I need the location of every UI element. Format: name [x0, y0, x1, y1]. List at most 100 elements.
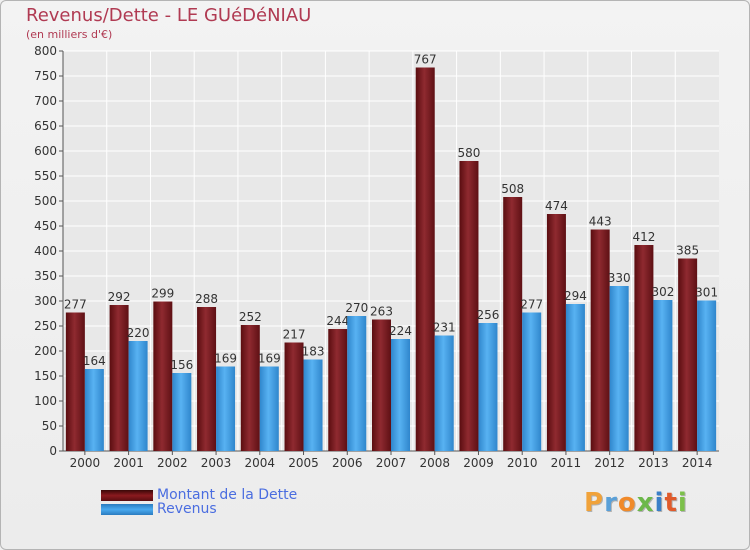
x-tick-label: 2010 [507, 456, 538, 470]
bar-revenue [653, 300, 673, 451]
x-tick-label: 2002 [157, 456, 188, 470]
x-tick-label: 2013 [638, 456, 669, 470]
bar-debt [678, 258, 698, 451]
bar-revenue [434, 335, 454, 451]
y-tick-label: 650 [34, 119, 57, 133]
data-label-debt: 288 [195, 292, 218, 306]
x-tick-label: 2014 [682, 456, 713, 470]
bar-debt [109, 305, 129, 451]
legend-swatch-revenue [101, 503, 153, 515]
bar-debt [415, 67, 435, 451]
data-label-debt: 217 [283, 328, 306, 342]
bar-debt [197, 307, 217, 451]
bar-debt [284, 342, 304, 451]
y-tick-label: 800 [34, 44, 57, 58]
legend-item-debt: Montant de la Dette [101, 487, 297, 503]
bar-revenue [172, 373, 192, 451]
y-tick-label: 250 [34, 319, 57, 333]
data-label-debt: 580 [458, 146, 481, 160]
data-label-debt: 292 [108, 290, 131, 304]
x-tick-label: 2000 [70, 456, 101, 470]
y-tick-label: 200 [34, 344, 57, 358]
data-label-revenue: 256 [477, 308, 500, 322]
logo-letter: o [617, 488, 637, 518]
data-label-revenue: 164 [83, 354, 106, 368]
chart-title: Revenus/Dette - LE GUéDéNIAU [26, 5, 312, 26]
bar-debt [546, 214, 566, 451]
bar-debt [590, 229, 610, 451]
data-label-revenue: 224 [389, 324, 412, 338]
bar-debt [153, 301, 173, 451]
y-tick-label: 700 [34, 94, 57, 108]
y-tick-label: 450 [34, 219, 57, 233]
data-label-revenue: 302 [651, 285, 674, 299]
chart-subtitle: (en milliers d'€) [26, 28, 113, 41]
bar-revenue [303, 359, 323, 451]
bar-debt [372, 319, 391, 451]
x-tick-label: 2005 [288, 456, 319, 470]
data-label-debt: 385 [676, 244, 699, 258]
legend-label-debt: Montant de la Dette [157, 487, 298, 503]
data-label-revenue: 294 [564, 289, 587, 303]
bar-debt [328, 329, 348, 451]
legend-swatch-debt [101, 489, 153, 501]
bar-revenue [609, 286, 629, 451]
logo-letter: r [604, 488, 618, 518]
bar-revenue [478, 323, 498, 451]
y-tick-label: 400 [34, 244, 57, 258]
legend-label-revenue: Revenus [157, 501, 217, 517]
data-label-revenue: 183 [302, 345, 325, 359]
logo-letter: x [636, 488, 655, 518]
data-label-debt: 767 [414, 53, 437, 67]
data-label-debt: 263 [370, 305, 393, 319]
data-label-revenue: 330 [608, 271, 631, 285]
data-label-revenue: 169 [214, 352, 237, 366]
bar-debt [634, 245, 654, 451]
bar-revenue [391, 339, 410, 451]
legend-item-revenue: Revenus [101, 501, 217, 517]
x-tick-label: 2012 [594, 456, 625, 470]
bar-revenue [128, 341, 148, 451]
data-label-debt: 244 [326, 314, 349, 328]
data-label-revenue: 270 [345, 301, 368, 315]
data-label-revenue: 220 [127, 326, 150, 340]
bar-revenue [259, 366, 279, 451]
data-label-revenue: 301 [695, 286, 718, 300]
y-tick-label: 750 [34, 69, 57, 83]
bar-revenue [697, 300, 717, 451]
y-tick-label: 100 [34, 394, 57, 408]
data-label-debt: 252 [239, 310, 262, 324]
data-label-revenue: 231 [433, 321, 456, 335]
bar-debt [503, 197, 523, 451]
data-label-revenue: 169 [258, 352, 281, 366]
data-label-debt: 412 [632, 230, 655, 244]
bar-debt [65, 312, 85, 451]
bar-revenue [522, 312, 542, 451]
y-tick-label: 500 [34, 194, 57, 208]
data-label-debt: 443 [589, 215, 612, 229]
y-tick-label: 350 [34, 269, 57, 283]
y-tick-label: 600 [34, 144, 57, 158]
x-tick-label: 2009 [463, 456, 494, 470]
bar-revenue [216, 366, 236, 451]
proxiti-logo: Proxiti [584, 488, 688, 518]
y-tick-label: 0 [49, 444, 57, 458]
data-label-revenue: 277 [520, 298, 543, 312]
x-tick-label: 2011 [551, 456, 582, 470]
x-tick-label: 2008 [419, 456, 450, 470]
x-tick-label: 2006 [332, 456, 363, 470]
logo-letter: i [677, 488, 688, 518]
logo-letter: i [654, 488, 665, 518]
data-label-debt: 299 [151, 287, 174, 301]
bar-revenue [565, 304, 585, 451]
bar-revenue [84, 369, 104, 451]
y-tick-label: 150 [34, 369, 57, 383]
data-label-debt: 474 [545, 199, 568, 213]
data-label-debt: 277 [64, 298, 87, 312]
bar-revenue [347, 316, 367, 451]
x-tick-label: 2007 [376, 456, 407, 470]
data-label-debt: 508 [501, 182, 524, 196]
data-label-revenue: 156 [170, 358, 193, 372]
